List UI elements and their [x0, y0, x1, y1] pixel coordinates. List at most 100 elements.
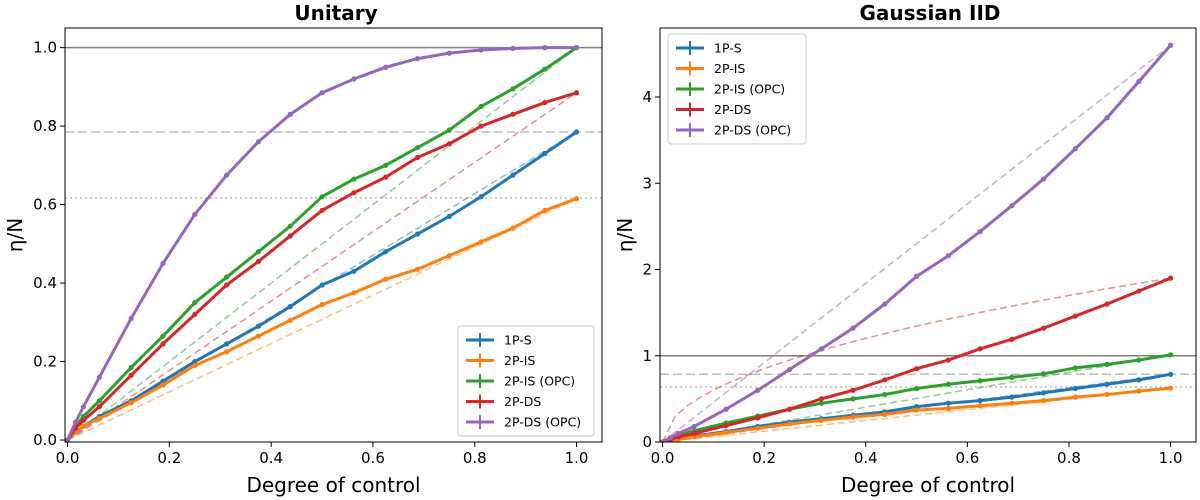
trend-line-2p-is	[662, 387, 1171, 442]
data-point	[446, 127, 452, 133]
legend-label: 2P-IS (OPC)	[714, 82, 785, 97]
data-point	[913, 385, 920, 392]
x-tick-label: 0.2	[157, 449, 181, 467]
data-point	[96, 415, 102, 422]
data-point	[255, 258, 262, 265]
data-point	[542, 207, 548, 214]
data-point	[818, 417, 824, 424]
data-point	[786, 406, 793, 412]
data-point	[446, 253, 452, 259]
data-point	[287, 223, 293, 229]
data-point	[691, 430, 697, 436]
data-point	[351, 190, 357, 196]
data-point	[414, 145, 421, 151]
data-point	[383, 162, 389, 168]
legend-item-2p-is: 2P-IS	[676, 61, 745, 76]
legend-item-2p-is-opc: 2P-IS (OPC)	[466, 374, 575, 389]
data-point	[755, 387, 761, 393]
data-point	[1167, 352, 1174, 358]
data-point	[1136, 78, 1142, 85]
data-point	[255, 333, 262, 339]
data-point	[160, 341, 166, 347]
data-point	[351, 76, 357, 82]
y-tick-label: 0.6	[33, 196, 57, 214]
data-point	[1104, 361, 1110, 367]
data-point	[224, 341, 230, 347]
data-point	[128, 364, 134, 371]
x-tick-label: 1.0	[565, 449, 589, 467]
legend-item-2p-is-opc: 2P-IS (OPC)	[676, 82, 785, 97]
data-point	[1104, 301, 1110, 307]
data-point	[755, 415, 761, 421]
data-point	[319, 90, 325, 96]
trend-line-2p-ds	[67, 92, 578, 441]
data-point	[510, 86, 516, 92]
data-point	[818, 400, 824, 406]
data-point	[818, 396, 824, 402]
data-point	[478, 239, 484, 245]
data-point	[72, 419, 79, 425]
data-point	[383, 249, 389, 255]
data-point	[80, 423, 87, 429]
x-tick-label: 1.0	[1159, 449, 1183, 467]
data-point	[287, 111, 293, 117]
legend: 1P-S 2P-IS 2P-IS (OPC) 2P-DS 2P-DS (OPC)	[457, 325, 595, 437]
data-point	[945, 405, 951, 411]
chart-title: Gaussian IID	[860, 1, 1001, 25]
data-point	[1009, 394, 1015, 400]
data-point	[542, 66, 548, 72]
data-point	[882, 411, 888, 417]
y-tick-label: 0	[642, 433, 652, 451]
data-point	[850, 325, 856, 331]
data-point	[977, 378, 983, 384]
data-point	[573, 90, 580, 96]
data-point	[882, 391, 888, 398]
legend-label: 2P-DS (OPC)	[714, 123, 791, 138]
data-point	[255, 249, 262, 255]
x-tick-label: 0.8	[1057, 449, 1081, 467]
plot-area	[660, 42, 1196, 442]
legend-label: 2P-IS	[714, 61, 745, 76]
data-point	[383, 276, 389, 282]
data-point	[913, 407, 920, 413]
data-point	[224, 172, 230, 178]
series-2p-ds	[65, 90, 580, 442]
series-2p-ds-opc	[65, 45, 580, 442]
chart-unitary: Unitary 0.0 0.2 0.4 0.6 0.8 1.0 0.0 0.2 0.4 0.6 0.8…	[3, 1, 603, 497]
axes-frame	[64, 27, 603, 443]
data-point	[414, 56, 421, 62]
data-point	[573, 196, 580, 202]
data-point	[675, 430, 682, 436]
trend-line-2p-is-opc	[67, 46, 578, 441]
data-point	[882, 301, 888, 307]
data-point	[160, 260, 166, 267]
y-tick-label: 1	[642, 347, 652, 365]
legend-label: 2P-DS (OPC)	[504, 415, 581, 430]
x-tick-label: 0.2	[752, 449, 776, 467]
data-point	[414, 154, 421, 161]
x-tick-label: 0.8	[463, 449, 487, 467]
data-point	[80, 404, 87, 410]
x-tick-label: 0.4	[854, 449, 878, 467]
data-point	[160, 333, 166, 339]
x-tick-label: 0.6	[955, 449, 979, 467]
data-point	[660, 439, 666, 442]
data-point	[1072, 365, 1078, 371]
data-point	[287, 304, 293, 310]
data-point	[542, 45, 548, 51]
legend-item-1p-s: 1P-S	[466, 333, 532, 348]
data-point	[192, 211, 198, 217]
x-tick-label: 0.4	[259, 449, 283, 467]
data-point	[351, 176, 357, 182]
data-point	[1009, 336, 1015, 342]
data-point	[1104, 391, 1110, 398]
trend-line-2p-is-opc	[662, 354, 1171, 442]
data-point	[96, 404, 102, 410]
y-tick-label: 0.2	[33, 353, 57, 371]
trend-line-2p-ds	[661, 277, 1171, 442]
x-tick-label: 0.6	[361, 449, 385, 467]
data-point	[510, 172, 516, 178]
data-point	[1167, 371, 1174, 377]
data-point	[319, 302, 325, 308]
legend-label: 2P-DS	[504, 394, 541, 409]
